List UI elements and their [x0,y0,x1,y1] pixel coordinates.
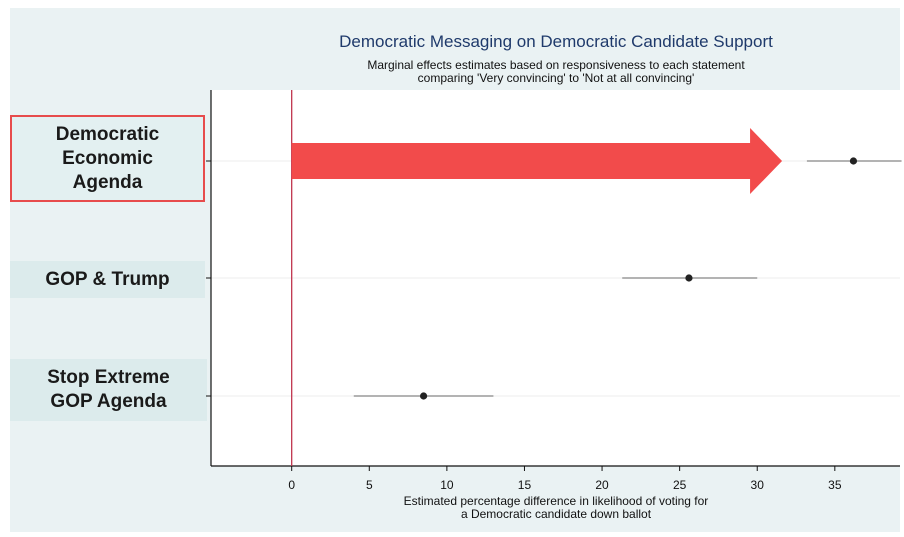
chart-subtitle-line-1: Marginal effects estimates based on resp… [367,58,745,72]
x-axis-label-line-1: Estimated percentage difference in likel… [404,494,709,508]
chart-marks [291,90,902,466]
x-tick-label-25: 25 [673,478,687,492]
x-tick-label-10: 10 [440,478,454,492]
category-label-democratic-economic-agenda: Democratic Economic Agenda [10,115,205,202]
chart-title: Democratic Messaging on Democratic Candi… [339,32,773,51]
highlight-arrow [291,128,783,194]
point-estimate-democratic-economic-agenda [849,157,858,165]
point-estimate-gop-and-trump [685,274,693,282]
x-tick-label-30: 30 [751,478,765,492]
x-tick-label-0: 0 [288,478,295,492]
x-tick-label-35: 35 [828,478,842,492]
chart-subtitle-line-2: comparing 'Very convincing' to 'Not at a… [418,71,695,85]
point-estimate-stop-extreme-gop-agenda [419,392,428,400]
x-tick-label-5: 5 [366,478,373,492]
x-tick-label-20: 20 [595,478,609,492]
x-axis-label-line-2: a Democratic candidate down ballot [461,507,652,521]
x-axis: 0 5 10 15 20 25 30 35 [206,90,900,492]
category-label-gop-trump: GOP & Trump [10,261,205,298]
category-label-stop-extreme-gop-agenda: Stop Extreme GOP Agenda [10,359,207,421]
x-tick-label-15: 15 [518,478,532,492]
